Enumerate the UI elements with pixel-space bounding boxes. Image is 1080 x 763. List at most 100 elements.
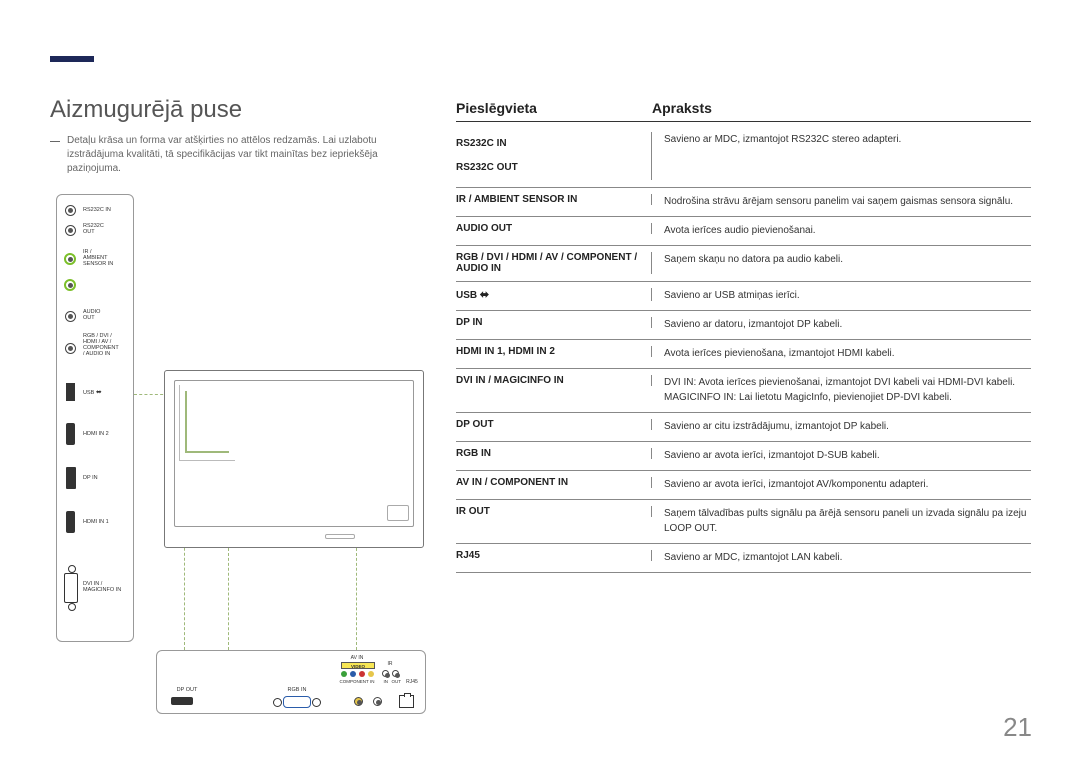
port-vga [283, 696, 311, 708]
jack-red [359, 671, 365, 677]
label-rs232c-in: RS232C IN [83, 207, 123, 213]
cell-desc: Avota ierīces audio pievienošanai. [652, 223, 1031, 238]
label-rs232c-out: RS232C OUT [83, 223, 123, 235]
table-row: RS232C IN RS232C OUTSavieno ar MDC, izma… [456, 126, 1031, 188]
port-panel-bottom: AV IN VIDEO COMPONENT IN IR IN OUT RJ45 … [156, 650, 426, 714]
port-table: Pieslēgvieta Apraksts RS232C IN RS232C O… [456, 100, 1031, 573]
page-number: 21 [1003, 712, 1032, 743]
dash-line-v2 [228, 548, 229, 650]
table-body: RS232C IN RS232C OUTSavieno ar MDC, izma… [456, 126, 1031, 573]
port-rj45 [399, 695, 414, 708]
label-ir-ambient: IR / AMBIENT SENSOR IN [83, 249, 127, 267]
section-title: Aizmugurējā puse [50, 96, 420, 124]
table-row: IR OUTSaņem tālvadības pults signālu pa … [456, 500, 1031, 544]
monitor-outline [164, 370, 424, 548]
jack-blue [350, 671, 356, 677]
label-rgbin: RGB IN [277, 687, 317, 693]
label-rgb-combo: RGB / DVI / HDMI / AV / COMPONENT / AUDI… [83, 333, 133, 357]
table-row: RGB / DVI / HDMI / AV / COMPONENT / AUDI… [456, 246, 1031, 282]
port-usb [66, 383, 75, 401]
monitor-green-guide [185, 391, 229, 453]
th-desc: Apraksts [652, 100, 1031, 116]
cell-port: DP OUT [456, 419, 652, 430]
table-row: RGB INSavieno ar avota ierīci, izmantojo… [456, 442, 1031, 471]
dash-line-v3 [356, 548, 357, 650]
label-dvi: DVI IN / MAGICINFO IN [83, 581, 133, 593]
table-row: USB ⬌Savieno ar USB atmiņas ierīci. [456, 282, 1031, 311]
table-row: DVI IN / MAGICINFO INDVI IN: Avota ierīc… [456, 369, 1031, 413]
table-header: Pieslēgvieta Apraksts [456, 100, 1031, 122]
cell-port: RGB / DVI / HDMI / AV / COMPONENT / AUDI… [456, 252, 652, 274]
cell-port: IR / AMBIENT SENSOR IN [456, 194, 652, 205]
jack-rgb-combo [65, 343, 76, 354]
label-ir-in: IN [384, 679, 389, 684]
left-column: Aizmugurējā puse [50, 96, 420, 138]
label-component: COMPONENT IN [337, 679, 377, 684]
jack-audio-out [65, 311, 76, 322]
label-avin: AV IN [337, 655, 377, 661]
jack-ir-in [382, 670, 389, 677]
cell-port: RS232C IN RS232C OUT [456, 132, 652, 180]
label-video: VIDEO [341, 662, 375, 669]
label-audio-out: AUDIO OUT [83, 309, 123, 321]
table-row: AV IN / COMPONENT INSavieno ar avota ier… [456, 471, 1031, 500]
jack-yellow [368, 671, 374, 677]
label-dpin: DP IN [83, 475, 123, 481]
jack-rs232c-in [65, 205, 76, 216]
cell-desc: Nodrošina strāvu ārējam sensoru panelim … [652, 194, 1031, 209]
cell-desc: Saņem skaņu no datora pa audio kabeli. [652, 252, 1031, 267]
cell-desc: Savieno ar USB atmiņas ierīci. [652, 288, 1031, 303]
cell-port: DVI IN / MAGICINFO IN [456, 375, 652, 386]
cell-port: IR OUT [456, 506, 652, 517]
cell-port: AUDIO OUT [456, 223, 652, 234]
cell-desc: Savieno ar MDC, izmantojot RS232C stereo… [652, 132, 1031, 147]
jack-ir-ambient [64, 253, 76, 265]
port-dpout [171, 697, 193, 705]
note-dash [50, 141, 60, 142]
table-row: AUDIO OUTAvota ierīces audio pievienošan… [456, 217, 1031, 246]
cell-port: AV IN / COMPONENT IN [456, 477, 652, 488]
cell-port: USB ⬌ [456, 288, 652, 301]
cell-desc: Savieno ar datoru, izmantojot DP kabeli. [652, 317, 1031, 332]
jack-ir-bottom [373, 697, 382, 706]
label-hdmi1: HDMI IN 1 [83, 519, 127, 525]
label-dpout: DP OUT [167, 687, 207, 693]
note-text: Detaļu krāsa un forma var atšķirties no … [67, 134, 397, 176]
cell-desc: Saņem tālvadības pults signālu pa ārējā … [652, 506, 1031, 536]
cell-port: DP IN [456, 317, 652, 328]
table-row: IR / AMBIENT SENSOR INNodrošina strāvu ā… [456, 188, 1031, 217]
jack-audio-combo [64, 279, 76, 291]
port-panel-vertical: RS232C IN RS232C OUT IR / AMBIENT SENSOR… [56, 194, 134, 642]
label-hdmi2: HDMI IN 2 [83, 431, 127, 437]
th-port: Pieslēgvieta [456, 100, 652, 116]
stand-cutout [325, 534, 355, 539]
table-row: HDMI IN 1, HDMI IN 2Avota ierīces pievie… [456, 340, 1031, 369]
jack-green [341, 671, 347, 677]
cell-desc: Savieno ar citu izstrādājumu, izmantojot… [652, 419, 1031, 434]
table-row: DP OUTSavieno ar citu izstrādājumu, izma… [456, 413, 1031, 442]
label-ir: IR [379, 661, 401, 667]
jack-av-yellow [354, 697, 363, 706]
table-row: DP INSavieno ar datoru, izmantojot DP ka… [456, 311, 1031, 340]
label-ir-out: OUT [392, 679, 402, 684]
port-dpin [66, 467, 76, 489]
rear-diagram: RS232C IN RS232C OUT IR / AMBIENT SENSOR… [56, 194, 426, 724]
table-row: RJ45Savieno ar MDC, izmantojot LAN kabel… [456, 544, 1031, 573]
cell-port: RJ45 [456, 550, 652, 561]
cell-desc: Savieno ar avota ierīci, izmantojot D-SU… [652, 448, 1031, 463]
label-usb-text: USB [83, 390, 94, 396]
port-dvi [64, 573, 78, 603]
jack-rs232c-out [65, 225, 76, 236]
cell-port: RGB IN [456, 448, 652, 459]
jack-ir-out [392, 670, 399, 677]
label-usb: USB ⬌ [83, 389, 123, 397]
port-hdmi2 [66, 423, 75, 445]
label-rj45: RJ45 [403, 679, 421, 685]
cell-port: HDMI IN 1, HDMI IN 2 [456, 346, 652, 357]
cell-desc: Savieno ar avota ierīci, izmantojot AV/k… [652, 477, 1031, 492]
cell-desc: Avota ierīces pievienošana, izmantojot H… [652, 346, 1031, 361]
cell-desc: Savieno ar MDC, izmantojot LAN kabeli. [652, 550, 1031, 565]
cell-desc: DVI IN: Avota ierīces pievienošanai, izm… [652, 375, 1031, 405]
accent-bar [50, 56, 94, 62]
port-hdmi1 [66, 511, 75, 533]
